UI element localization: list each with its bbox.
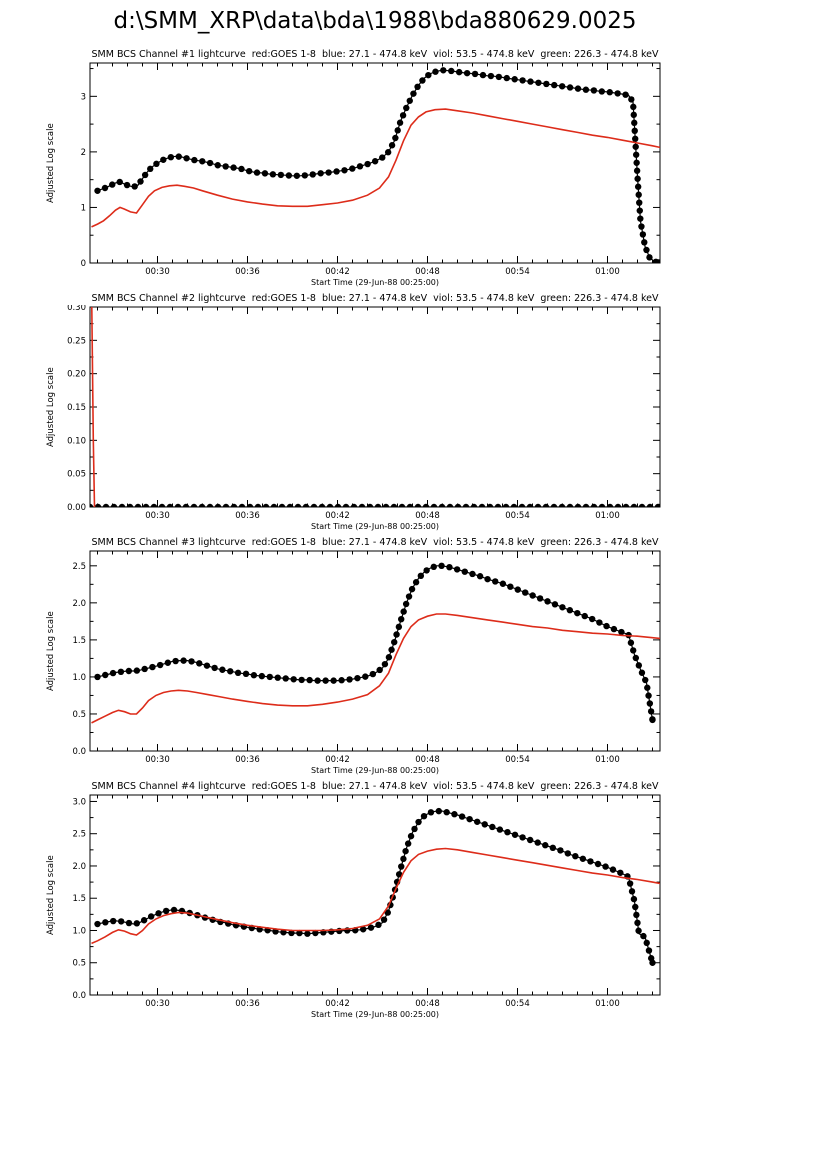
svg-text:00:30: 00:30 xyxy=(145,999,170,1009)
svg-text:01:00: 01:00 xyxy=(595,267,620,277)
chart-stack: SMM BCS Channel #1 lightcurve red:GOES 1… xyxy=(0,48,826,1024)
svg-text:0.25: 0.25 xyxy=(67,336,86,346)
svg-text:1.0: 1.0 xyxy=(72,673,86,683)
svg-text:00:36: 00:36 xyxy=(235,267,260,277)
svg-text:1.5: 1.5 xyxy=(72,636,86,646)
page-title: d:\SMM_XRP\data\bda\1988\bda880629.0025 xyxy=(113,8,637,34)
svg-text:01:00: 01:00 xyxy=(595,511,620,521)
page: d:\SMM_XRP\data\bda\1988\bda880629.0025 … xyxy=(0,8,826,1024)
chart-title: SMM BCS Channel #3 lightcurve red:GOES 1… xyxy=(91,537,659,548)
x-axis-label: Start Time (29-Jun-88 00:25:00) xyxy=(311,1010,439,1019)
chart-title: SMM BCS Channel #1 lightcurve red:GOES 1… xyxy=(91,49,659,60)
svg-text:0.00: 0.00 xyxy=(67,503,86,513)
svg-text:00:36: 00:36 xyxy=(235,999,260,1009)
svg-text:00:42: 00:42 xyxy=(325,755,350,765)
plot-area-channel-2: 00:30 00:36 00:42 00:48 00:54 01:00 0.00 0.05 0.… xyxy=(67,305,661,521)
svg-text:1.0: 1.0 xyxy=(72,926,86,936)
plot-area-channel-4: 00:30 00:36 00:42 00:48 00:54 01:00 0.0 0.5 1.0 1… xyxy=(72,794,661,1009)
svg-text:0.5: 0.5 xyxy=(72,959,86,969)
svg-text:2.5: 2.5 xyxy=(72,830,86,840)
svg-text:00:42: 00:42 xyxy=(325,267,350,277)
svg-text:00:42: 00:42 xyxy=(325,999,350,1009)
svg-text:1: 1 xyxy=(81,203,86,213)
chart-channel-2: SMM BCS Channel #2 lightcurve red:GOES 1… xyxy=(0,292,826,536)
svg-text:00:54: 00:54 xyxy=(505,267,530,277)
svg-text:2.5: 2.5 xyxy=(72,562,86,572)
svg-text:00:36: 00:36 xyxy=(235,755,260,765)
svg-text:2.0: 2.0 xyxy=(72,599,86,609)
x-axis-label: Start Time (29-Jun-88 00:25:00) xyxy=(311,278,439,287)
chart-title: SMM BCS Channel #2 lightcurve red:GOES 1… xyxy=(91,293,659,304)
svg-text:00:42: 00:42 xyxy=(325,511,350,521)
svg-text:0.10: 0.10 xyxy=(67,436,86,446)
svg-text:0.5: 0.5 xyxy=(72,710,86,720)
svg-text:00:48: 00:48 xyxy=(415,755,440,765)
svg-text:0.30: 0.30 xyxy=(67,305,86,313)
x-axis-label: Start Time (29-Jun-88 00:25:00) xyxy=(311,522,439,531)
svg-text:0.05: 0.05 xyxy=(67,470,86,480)
svg-text:01:00: 01:00 xyxy=(595,999,620,1009)
plot-area-channel-3: 00:30 00:36 00:42 00:48 00:54 01:00 0.0 0.5 1.0 1… xyxy=(72,550,661,765)
svg-text:00:36: 00:36 xyxy=(235,511,260,521)
svg-text:00:54: 00:54 xyxy=(505,511,530,521)
svg-text:00:30: 00:30 xyxy=(145,511,170,521)
svg-text:0.15: 0.15 xyxy=(67,403,86,413)
svg-text:3.0: 3.0 xyxy=(72,797,86,807)
svg-text:00:30: 00:30 xyxy=(145,267,170,277)
svg-text:00:48: 00:48 xyxy=(415,267,440,277)
plot-area-channel-1: 00:30 00:36 00:42 00:48 00:54 01:00 0 1 2 3 xyxy=(81,62,661,277)
svg-text:0.0: 0.0 xyxy=(72,991,86,1001)
svg-text:00:48: 00:48 xyxy=(415,511,440,521)
chart-channel-1: SMM BCS Channel #1 lightcurve red:GOES 1… xyxy=(0,48,826,292)
svg-text:0: 0 xyxy=(81,259,86,269)
svg-text:3: 3 xyxy=(81,92,86,102)
svg-text:00:48: 00:48 xyxy=(415,999,440,1009)
chart-channel-3: SMM BCS Channel #3 lightcurve red:GOES 1… xyxy=(0,536,826,780)
svg-text:01:00: 01:00 xyxy=(595,755,620,765)
svg-text:00:30: 00:30 xyxy=(145,755,170,765)
chart-channel-4: SMM BCS Channel #4 lightcurve red:GOES 1… xyxy=(0,780,826,1024)
svg-text:1.5: 1.5 xyxy=(72,894,86,904)
svg-text:2: 2 xyxy=(81,148,86,158)
svg-text:2.0: 2.0 xyxy=(72,862,86,872)
x-axis-label: Start Time (29-Jun-88 00:25:00) xyxy=(311,766,439,775)
svg-text:00:54: 00:54 xyxy=(505,755,530,765)
svg-text:0.0: 0.0 xyxy=(72,747,86,757)
svg-text:00:54: 00:54 xyxy=(505,999,530,1009)
svg-text:0.20: 0.20 xyxy=(67,370,86,380)
chart-title: SMM BCS Channel #4 lightcurve red:GOES 1… xyxy=(91,781,659,792)
